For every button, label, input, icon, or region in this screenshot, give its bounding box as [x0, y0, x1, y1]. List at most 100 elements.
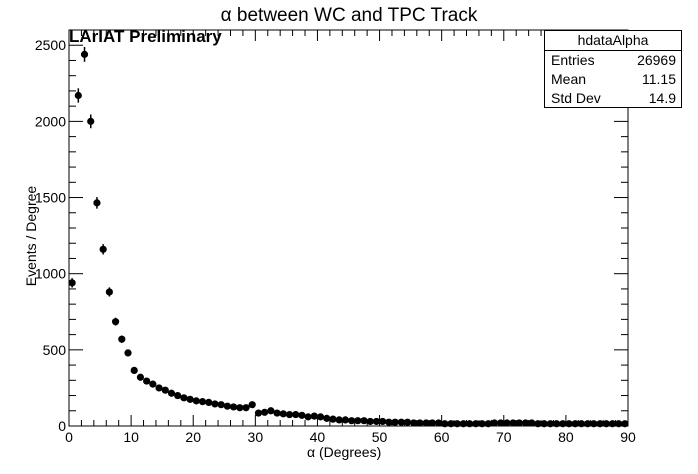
data-point — [267, 407, 275, 415]
data-point — [223, 402, 231, 410]
data-point — [615, 420, 623, 428]
stats-histogram-name: hdataAlpha — [545, 31, 681, 51]
x-tick-label: 70 — [496, 429, 512, 445]
data-point — [186, 395, 194, 403]
data-point — [546, 420, 554, 428]
x-tick-label: 10 — [123, 429, 139, 445]
data-point — [459, 420, 468, 428]
data-point — [559, 420, 567, 428]
stats-row-entries: Entries 26969 — [545, 51, 681, 70]
data-point — [192, 397, 200, 405]
data-point — [105, 288, 113, 296]
data-point — [428, 419, 436, 427]
data-point — [391, 418, 399, 426]
data-point — [111, 318, 120, 326]
data-point — [515, 419, 523, 427]
x-tick-label: 20 — [185, 429, 201, 445]
data-point — [229, 403, 238, 411]
chart-subtitle: LArIAT Preliminary — [69, 27, 222, 46]
data-point — [217, 401, 225, 409]
data-point — [540, 420, 548, 428]
data-point — [372, 417, 381, 426]
data-point — [236, 404, 244, 412]
data-point — [484, 420, 492, 428]
data-point — [509, 419, 517, 427]
data-point — [453, 420, 461, 428]
data-point — [490, 419, 499, 427]
data-point — [366, 417, 374, 426]
data-point — [143, 377, 151, 385]
data-point — [621, 420, 629, 428]
data-point — [87, 117, 95, 125]
y-tick-label: 2500 — [35, 37, 66, 53]
data-point — [93, 199, 101, 207]
data-point — [552, 420, 561, 428]
x-axis-label: α (Degrees) — [307, 444, 382, 460]
data-point — [130, 366, 138, 375]
data-point — [397, 418, 405, 426]
data-point — [292, 410, 300, 419]
data-point — [565, 420, 573, 428]
data-point — [316, 413, 325, 421]
data-point — [341, 416, 349, 424]
data-point — [248, 401, 256, 409]
data-point — [254, 409, 263, 417]
data-point — [124, 349, 132, 357]
y-tick-label: 1000 — [35, 266, 66, 282]
data-point — [478, 420, 486, 428]
data-point — [167, 389, 176, 397]
data-point — [416, 419, 424, 427]
y-tick-label: 2000 — [35, 113, 66, 129]
data-point — [211, 400, 219, 408]
data-point — [466, 420, 474, 428]
data-point — [80, 50, 89, 58]
data-point — [497, 419, 505, 427]
stats-row-stddev: Std Dev 14.9 — [545, 89, 681, 108]
data-point — [590, 420, 598, 428]
data-points — [68, 46, 629, 428]
stats-label: Entries — [551, 52, 595, 68]
data-point — [242, 404, 250, 412]
x-tick-label: 50 — [372, 429, 388, 445]
data-point — [410, 419, 418, 427]
stats-box: hdataAlpha Entries 26969 Mean 11.15 Std … — [544, 30, 682, 108]
data-point — [571, 420, 579, 428]
x-tick-label: 60 — [434, 429, 450, 445]
data-point — [379, 417, 387, 426]
data-point — [447, 420, 455, 428]
stats-label: Std Dev — [551, 90, 601, 106]
data-point — [596, 420, 604, 428]
data-point — [261, 408, 269, 416]
data-point — [118, 335, 126, 343]
stats-label: Mean — [551, 71, 587, 87]
data-point — [577, 420, 586, 428]
x-tick-label: 30 — [248, 429, 264, 445]
y-axis-label: Events / Degree — [23, 185, 39, 287]
data-point — [205, 398, 213, 406]
y-tick-label: 500 — [43, 342, 67, 358]
data-point — [348, 417, 356, 425]
data-point — [528, 419, 536, 427]
data-point — [503, 419, 511, 427]
data-point — [385, 418, 393, 426]
stats-value: 26969 — [637, 52, 676, 68]
x-tick-label: 80 — [558, 429, 574, 445]
data-point — [584, 420, 592, 428]
data-point — [149, 380, 157, 388]
data-point — [198, 398, 207, 406]
data-point — [304, 413, 312, 421]
data-point — [298, 411, 306, 419]
x-tick-label: 0 — [65, 429, 73, 445]
data-point — [68, 279, 76, 287]
data-point — [335, 416, 343, 424]
data-point — [403, 418, 412, 426]
data-point — [422, 419, 430, 427]
data-point — [136, 373, 145, 381]
data-point — [180, 394, 188, 402]
data-point — [360, 417, 368, 425]
data-point — [602, 420, 610, 428]
data-point — [608, 420, 617, 428]
data-point — [155, 384, 163, 392]
x-tick-label: 90 — [620, 429, 636, 445]
